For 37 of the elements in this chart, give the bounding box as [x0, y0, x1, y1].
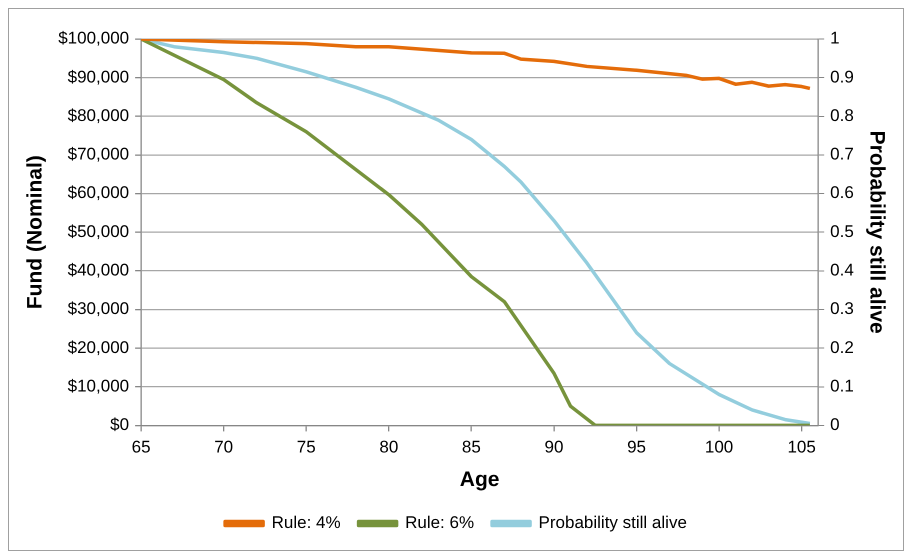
y-tick-label: $30,000 [68, 299, 130, 318]
x-axis-title: Age [460, 468, 500, 492]
y-tick-label: $90,000 [68, 67, 130, 86]
x-tick-label: 105 [787, 437, 816, 456]
x-tick-label: 85 [462, 437, 481, 456]
y-axis-title: Fund (Nominal) [23, 155, 46, 310]
y2-tick-label: 0.8 [830, 106, 854, 125]
x-tick-label: 70 [214, 437, 234, 456]
x-tick-label: 95 [627, 437, 646, 456]
x-tick-label: 80 [379, 437, 398, 456]
x-tick-label: 100 [704, 437, 734, 456]
y2-tick-label: 0.3 [830, 299, 854, 318]
y-tick-label: $0 [110, 415, 130, 434]
y2-tick-label: 0.1 [830, 376, 854, 396]
y-tick-label: $20,000 [68, 338, 130, 357]
legend-label: Rule: 6% [405, 513, 474, 532]
y2-tick-label: 0.2 [830, 338, 854, 357]
x-tick-label: 90 [544, 437, 564, 456]
y-tick-label: $60,000 [68, 183, 130, 202]
y-tick-label: $70,000 [68, 144, 130, 164]
y2-axis-title: Probability still alive [866, 130, 889, 334]
y-tick-label: $50,000 [68, 222, 130, 241]
y2-tick-label: 0 [830, 415, 840, 434]
y2-tick-label: 0.6 [830, 183, 854, 202]
y-tick-label: $100,000 [58, 28, 130, 48]
y2-tick-label: 0.4 [830, 260, 854, 280]
x-tick-label: 65 [132, 437, 151, 456]
y2-tick-label: 0.9 [830, 67, 854, 86]
y2-tick-label: 0.7 [830, 144, 854, 164]
y2-tick-label: 1 [830, 28, 840, 48]
y-tick-label: $80,000 [68, 106, 130, 125]
y2-tick-label: 0.5 [830, 222, 854, 241]
x-tick-label: 75 [296, 437, 316, 456]
legend-label: Rule: 4% [272, 513, 341, 532]
y-tick-label: $40,000 [68, 260, 130, 280]
legend-label: Probability still alive [538, 513, 687, 532]
y-tick-label: $10,000 [68, 376, 130, 396]
